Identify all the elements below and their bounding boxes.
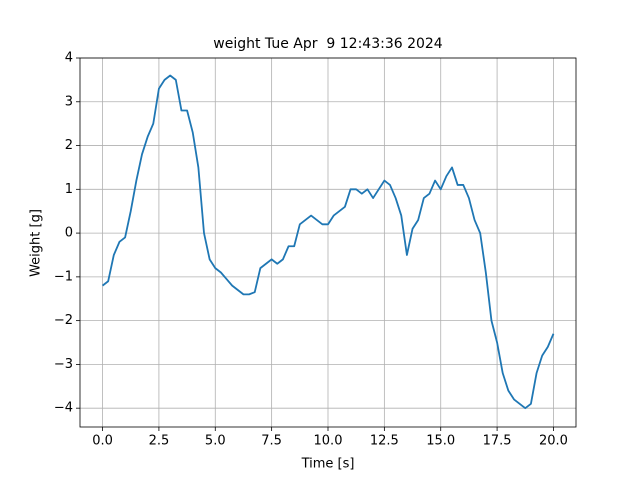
x-tick-label: 0.0 [92, 434, 113, 449]
x-axis-label: Time [s] [301, 457, 355, 472]
x-tick-label: 12.5 [370, 434, 399, 449]
chart-title: weight Tue Apr 9 12:43:36 2024 [213, 36, 443, 52]
x-tick-label: 10.0 [314, 434, 343, 449]
x-tick-label: 2.5 [149, 434, 170, 449]
y-tick-label: 1 [65, 182, 73, 197]
y-tick-label: 2 [65, 138, 73, 153]
x-tick-label: 5.0 [205, 434, 226, 449]
y-tick-label: −4 [54, 401, 73, 416]
plot-frame [79, 57, 577, 428]
y-tick-label: −3 [54, 357, 73, 372]
y-tick-label: 3 [65, 94, 73, 109]
y-tick-label: 0 [65, 226, 73, 241]
y-tick-label: 4 [65, 51, 73, 66]
y-axis-label: Weight [g] [29, 209, 44, 277]
data-line [101, 74, 555, 410]
x-tick-label: 17.5 [483, 434, 512, 449]
x-tick-label: 7.5 [261, 434, 282, 449]
y-tick-label: −1 [54, 269, 73, 284]
x-tick-label: 15.0 [426, 434, 455, 449]
x-tick-label: 20.0 [539, 434, 568, 449]
y-tick-label: −2 [54, 313, 73, 328]
